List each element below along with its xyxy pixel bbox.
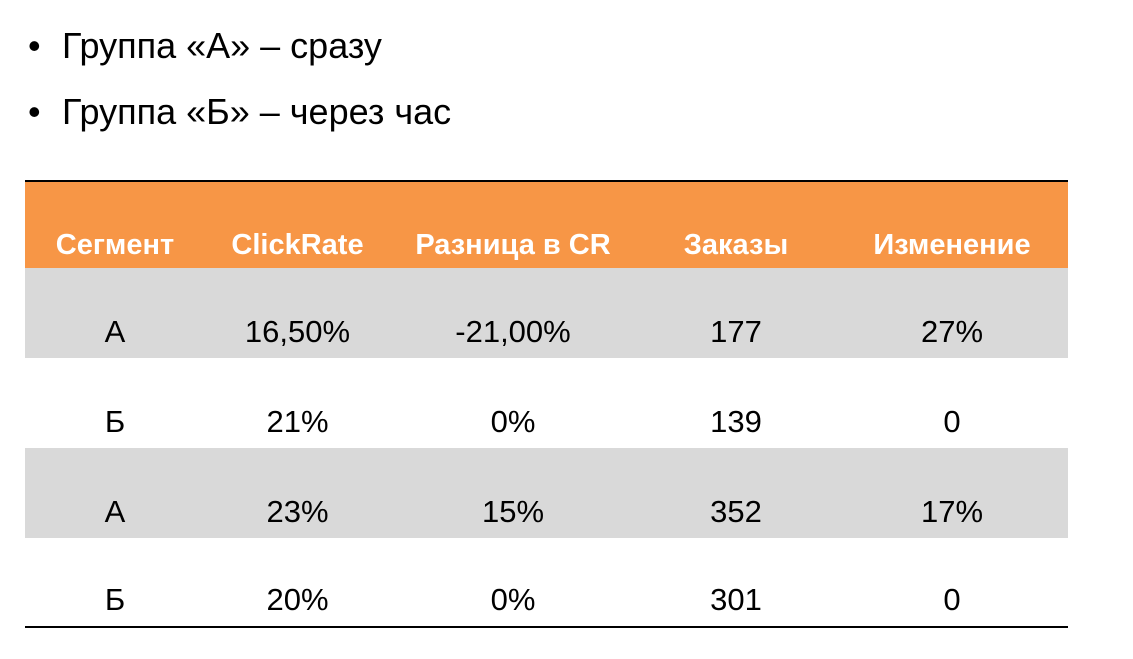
- table-cell: А: [104, 494, 126, 529]
- table-cell: 0: [943, 404, 961, 439]
- table-cell: 17%: [920, 494, 984, 529]
- table-cell: 0: [943, 582, 961, 617]
- table-cell: 23%: [266, 494, 329, 529]
- table-cell: -21,00%: [455, 314, 571, 349]
- table-cell: 15%: [481, 494, 545, 529]
- table-row: Б 21% 0% 139 0: [25, 358, 1068, 448]
- header-cell: Разница в CR: [415, 229, 611, 261]
- table-cell: 20%: [266, 582, 329, 617]
- table-row: Б 20% 0% 301 0: [25, 538, 1068, 628]
- table-cell: 352: [710, 494, 762, 529]
- table-cell: 177: [710, 314, 762, 349]
- table-cell: Б: [104, 582, 126, 617]
- bullet: Группа «Б» – через час: [28, 92, 451, 132]
- table-header: Сегмент ClickRate Разница в CR Заказы Измене…: [25, 180, 1068, 268]
- table-cell: 0%: [490, 582, 536, 617]
- table-cell: 27%: [920, 314, 984, 349]
- table-cell: Б: [104, 404, 126, 439]
- table-cell: 301: [710, 582, 762, 617]
- table-cell: 139: [710, 404, 762, 439]
- header-cell: Изменение: [873, 229, 1031, 261]
- bullet: Группа «А» – сразу: [28, 26, 382, 66]
- table-cell: 0%: [490, 404, 536, 439]
- table-cell: А: [104, 314, 126, 349]
- header-cell: ClickRate: [231, 229, 364, 261]
- table-row: А 16,50% -21,00% 177 27%: [25, 268, 1068, 358]
- table-row: А 23% 15% 352 17%: [25, 448, 1068, 538]
- header-cell: Сегмент: [55, 229, 175, 261]
- header-cell: Заказы: [683, 229, 789, 261]
- table-cell: 16,50%: [244, 314, 351, 349]
- table-cell: 21%: [266, 404, 329, 439]
- table: Сегмент ClickRate Разница в CR Заказы Измене…: [25, 180, 1068, 628]
